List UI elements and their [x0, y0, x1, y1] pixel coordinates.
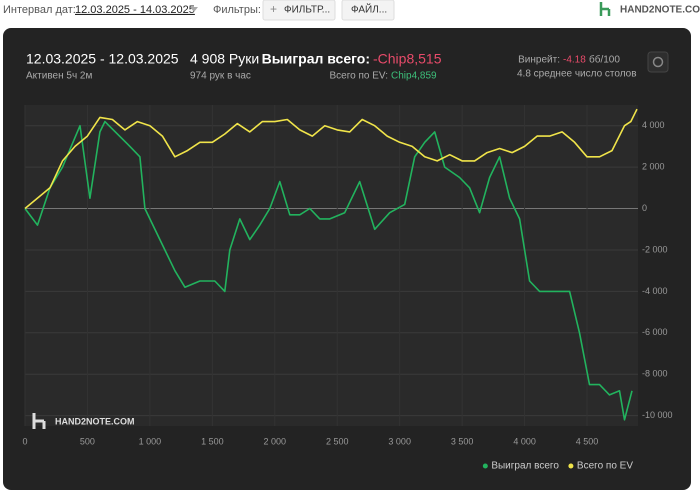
ev-label: Всего по EV:: [329, 71, 388, 82]
x-tick-label: 3 000: [388, 436, 411, 446]
x-tick-label: 0: [22, 436, 27, 446]
watermark-icon: [32, 413, 46, 429]
settings-button[interactable]: [647, 51, 669, 73]
x-tick-label: 1 000: [139, 436, 162, 446]
hands: 4 908 Руки: [190, 51, 259, 67]
plot-area: [25, 105, 638, 426]
x-tick-label: 4 500: [576, 436, 599, 446]
winrate-label: Винрейт:: [518, 55, 560, 66]
series-line: [24, 120, 633, 421]
logo-icon: [599, 2, 611, 16]
filter-button[interactable]: [262, 0, 336, 21]
won-value: -Chip8,515: [373, 51, 442, 67]
settings-icon: [652, 56, 664, 68]
y-tick-label: -10 000: [642, 410, 673, 420]
ev-value: Chip4,859: [391, 71, 437, 82]
active-time: Активен 5ч 2м: [26, 71, 92, 82]
dropdown-arrow[interactable]: [190, 7, 198, 12]
winrate-value: -4.18: [563, 55, 586, 66]
watermark: HAND2NOTE.COM: [55, 416, 135, 426]
legend-label: Выиграл всего: [491, 461, 559, 472]
winrate-unit: бб/100: [589, 54, 620, 66]
y-tick-label: -2 000: [642, 244, 668, 254]
filter-button-label[interactable]: ФИЛЬТР...: [284, 5, 330, 16]
won-label: Выиграл всего:: [262, 51, 370, 67]
y-tick-label: 4 000: [642, 120, 665, 130]
series-line: [24, 108, 638, 210]
tables: 4.8 среднее число столов: [517, 69, 637, 80]
hands-per-hour: 974 рук в час: [190, 71, 251, 82]
file-button-label[interactable]: ФАЙЛ...: [351, 3, 387, 16]
x-tick-label: 2 500: [326, 436, 349, 446]
legend-marker: [568, 463, 574, 469]
x-tick-label: 1 500: [201, 436, 224, 446]
y-tick-label: -6 000: [642, 327, 668, 337]
logo: HAND2NOTE.COM: [620, 5, 700, 16]
y-tick-label: 0: [642, 203, 647, 213]
y-tick-label: -4 000: [642, 286, 668, 296]
x-tick-label: 2 000: [264, 436, 287, 446]
legend-marker: [482, 463, 488, 469]
date-label: Интервал дат:: [3, 4, 76, 16]
file-button[interactable]: [341, 0, 395, 21]
x-tick-label: 3 500: [451, 436, 474, 446]
y-tick-label: -8 000: [642, 369, 668, 379]
legend-label: Всего по EV: [577, 461, 633, 472]
y-tick-label: 2 000: [642, 162, 665, 172]
date-range[interactable]: 12.03.2025 - 14.03.2025: [75, 4, 195, 16]
plus-icon: +: [270, 2, 277, 16]
filters-label: Фильтры:: [213, 4, 261, 16]
x-tick-label: 4 000: [513, 436, 536, 446]
x-tick-label: 500: [80, 436, 95, 446]
period: 12.03.2025 - 12.03.2025: [26, 51, 179, 67]
